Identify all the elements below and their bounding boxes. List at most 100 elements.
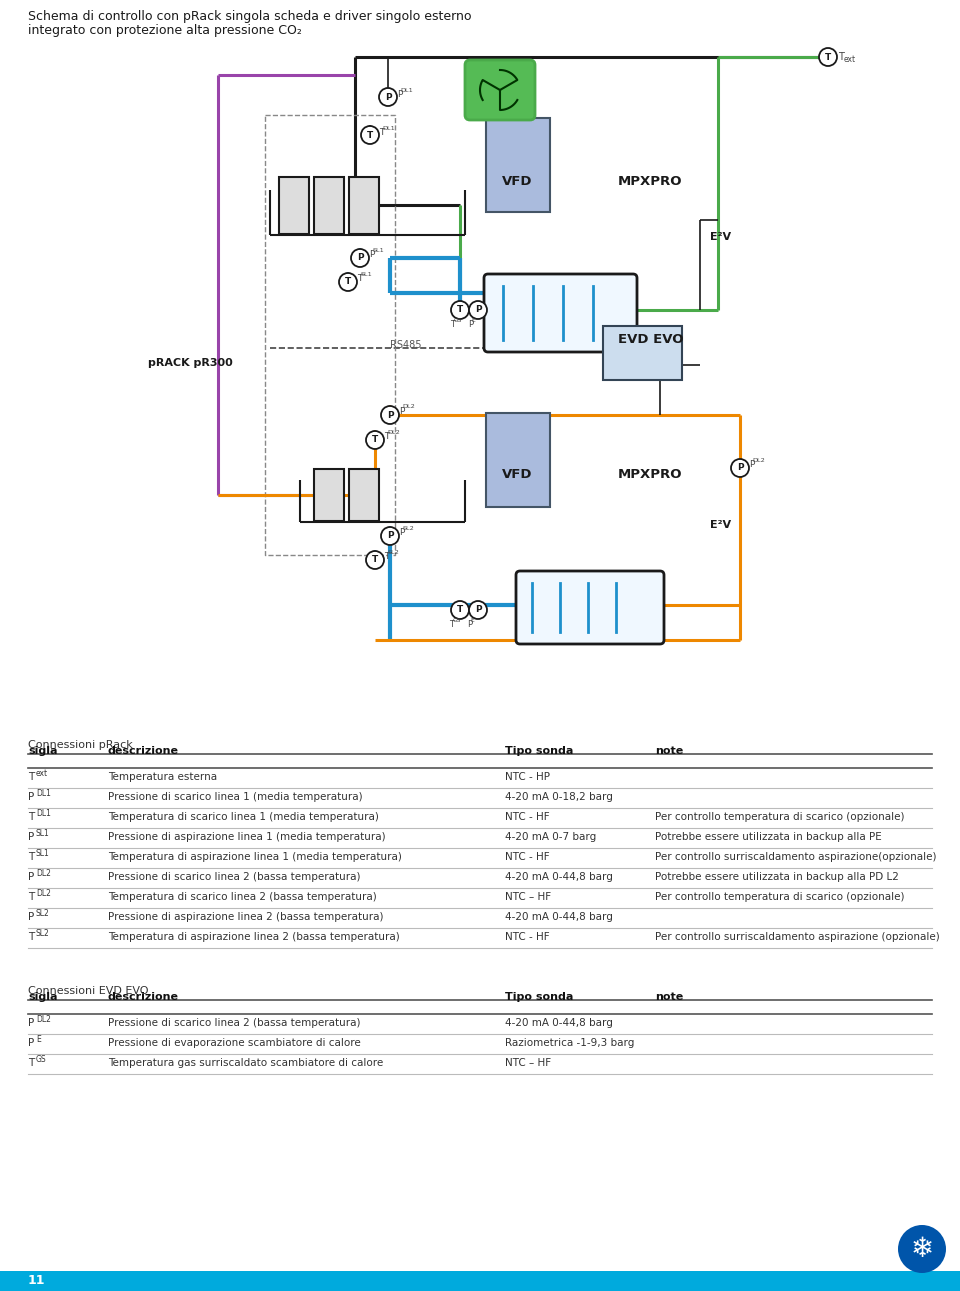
Text: E²V: E²V	[710, 232, 732, 241]
Text: Potrebbe essere utilizzata in backup alla PD L2: Potrebbe essere utilizzata in backup all…	[655, 871, 899, 882]
Text: 4-20 mA 0-18,2 barg: 4-20 mA 0-18,2 barg	[505, 791, 612, 802]
FancyBboxPatch shape	[349, 177, 379, 234]
Text: DL2: DL2	[388, 430, 400, 435]
Text: DL2: DL2	[753, 457, 765, 462]
Text: ext: ext	[36, 769, 48, 778]
Text: SL1: SL1	[361, 271, 372, 276]
Bar	[0, 1272, 960, 1291]
Text: P: P	[468, 320, 473, 329]
Text: P: P	[28, 791, 35, 802]
FancyBboxPatch shape	[465, 59, 535, 120]
Text: SL2: SL2	[36, 930, 50, 939]
Circle shape	[366, 431, 384, 449]
Text: P: P	[28, 1038, 35, 1048]
Text: P: P	[387, 532, 394, 541]
Text: NTC - HF: NTC - HF	[505, 852, 550, 862]
Text: E: E	[471, 318, 475, 323]
Text: Temperatura di scarico linea 1 (media temperatura): Temperatura di scarico linea 1 (media te…	[108, 812, 379, 822]
Text: ext: ext	[844, 56, 856, 65]
Text: T: T	[457, 605, 463, 615]
Text: descrizione: descrizione	[108, 991, 179, 1002]
Text: Raziometrica -1-9,3 barg: Raziometrica -1-9,3 barg	[505, 1038, 635, 1048]
Text: Connessioni EVD EVO: Connessioni EVD EVO	[28, 986, 149, 995]
Text: P: P	[399, 528, 404, 537]
Text: T: T	[450, 320, 455, 329]
Text: GS: GS	[453, 318, 462, 323]
FancyBboxPatch shape	[484, 274, 637, 352]
Circle shape	[469, 602, 487, 618]
Text: DL1: DL1	[400, 88, 414, 93]
Text: SL2: SL2	[403, 525, 415, 531]
Text: DL1: DL1	[36, 809, 51, 818]
Text: P: P	[749, 460, 755, 469]
Circle shape	[469, 301, 487, 319]
Text: NTC – HF: NTC – HF	[505, 1059, 551, 1068]
Circle shape	[381, 405, 399, 423]
Text: SL1: SL1	[372, 248, 385, 253]
Text: MPXPRO: MPXPRO	[618, 469, 683, 482]
Text: DL2: DL2	[403, 404, 416, 409]
FancyBboxPatch shape	[486, 413, 550, 507]
Circle shape	[366, 551, 384, 569]
Text: P: P	[387, 411, 394, 420]
FancyBboxPatch shape	[314, 177, 344, 234]
Circle shape	[898, 1225, 946, 1273]
Text: 4-20 mA 0-7 barg: 4-20 mA 0-7 barg	[505, 831, 596, 842]
Text: 4-20 mA 0-44,8 barg: 4-20 mA 0-44,8 barg	[505, 871, 612, 882]
Text: VFD: VFD	[502, 469, 533, 482]
Text: T: T	[28, 1059, 35, 1068]
Circle shape	[819, 48, 837, 66]
Text: T: T	[825, 53, 831, 62]
Text: E: E	[36, 1035, 40, 1044]
Text: T: T	[384, 553, 390, 562]
Text: Temperatura di scarico linea 2 (bassa temperatura): Temperatura di scarico linea 2 (bassa te…	[108, 892, 376, 902]
Text: T: T	[379, 128, 384, 137]
Text: T: T	[372, 555, 378, 564]
Circle shape	[381, 527, 399, 545]
Text: P: P	[357, 253, 363, 262]
Text: P: P	[474, 605, 481, 615]
Text: T: T	[28, 812, 35, 822]
Text: Per controllo temperatura di scarico (opzionale): Per controllo temperatura di scarico (op…	[655, 812, 904, 822]
Text: Schema di controllo con pRack singola scheda e driver singolo esterno: Schema di controllo con pRack singola sc…	[28, 10, 471, 23]
Text: Per controllo surriscaldamento aspirazione(opzionale): Per controllo surriscaldamento aspirazio…	[655, 852, 937, 862]
Text: SL1: SL1	[36, 830, 50, 838]
Text: NTC - HF: NTC - HF	[505, 932, 550, 942]
Text: T: T	[457, 306, 463, 315]
Text: SL2: SL2	[388, 550, 399, 555]
FancyBboxPatch shape	[349, 469, 379, 522]
Text: Tipo sonda: Tipo sonda	[505, 746, 573, 757]
Text: P: P	[369, 250, 374, 259]
Text: T: T	[449, 620, 454, 629]
Circle shape	[361, 127, 379, 145]
Text: Potrebbe essere utilizzata in backup alla PE: Potrebbe essere utilizzata in backup all…	[655, 831, 881, 842]
Text: 4-20 mA 0-44,8 barg: 4-20 mA 0-44,8 barg	[505, 911, 612, 922]
Text: note: note	[655, 746, 684, 757]
Text: P: P	[28, 1019, 35, 1028]
Circle shape	[379, 88, 397, 106]
Text: EVD EVO: EVD EVO	[618, 333, 684, 346]
Text: ❄: ❄	[910, 1235, 934, 1263]
Text: Temperatura di aspirazione linea 1 (media temperatura): Temperatura di aspirazione linea 1 (medi…	[108, 852, 402, 862]
Text: P: P	[385, 93, 392, 102]
Text: T: T	[28, 932, 35, 942]
Text: P: P	[736, 463, 743, 473]
Text: Tipo sonda: Tipo sonda	[505, 991, 573, 1002]
Text: Pressione di scarico linea 2 (bassa temperatura): Pressione di scarico linea 2 (bassa temp…	[108, 871, 361, 882]
Text: Pressione di aspirazione linea 2 (bassa temperatura): Pressione di aspirazione linea 2 (bassa …	[108, 911, 383, 922]
Text: pRACK pR300: pRACK pR300	[148, 358, 232, 368]
Text: T: T	[384, 432, 390, 442]
Text: SL1: SL1	[36, 849, 50, 859]
Text: NTC - HP: NTC - HP	[505, 772, 550, 782]
Text: T: T	[345, 278, 351, 287]
Text: 4-20 mA 0-44,8 barg: 4-20 mA 0-44,8 barg	[505, 1019, 612, 1028]
Text: Pressione di aspirazione linea 1 (media temperatura): Pressione di aspirazione linea 1 (media …	[108, 831, 386, 842]
Text: DL2: DL2	[36, 889, 51, 899]
FancyBboxPatch shape	[603, 327, 682, 380]
Text: P: P	[28, 831, 35, 842]
Text: E: E	[470, 617, 474, 622]
Text: T: T	[367, 130, 373, 139]
Text: RS485: RS485	[390, 340, 421, 350]
Text: P: P	[399, 407, 404, 416]
Text: note: note	[655, 991, 684, 1002]
